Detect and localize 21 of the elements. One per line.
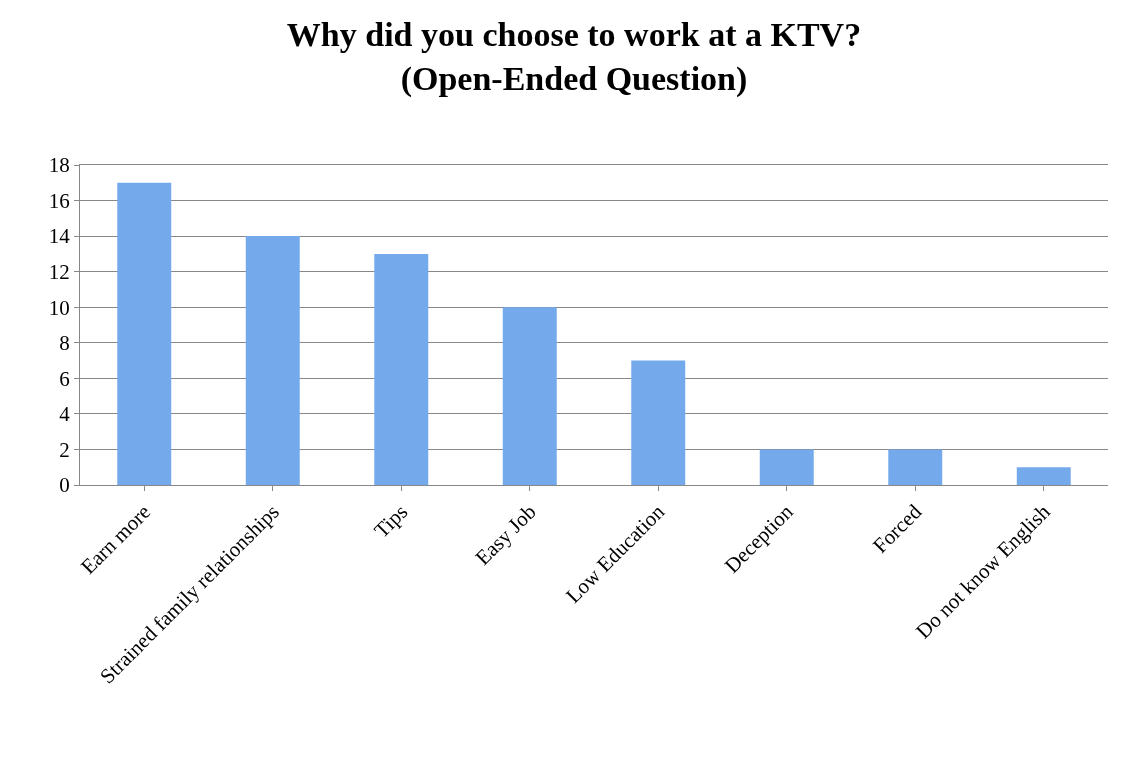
bar [374,253,429,485]
y-tick-label: 10 [48,295,70,320]
y-tick-label: 18 [48,153,70,178]
bar [759,449,814,485]
y-tick-label: 0 [59,473,70,498]
chart-title: Why did you choose to work at a KTV? (Open-Ended Question) [286,16,862,99]
bar [245,236,300,485]
y-tick-label: 6 [59,366,70,391]
y-tick-label: 2 [59,437,70,462]
y-tick-label: 4 [59,402,71,427]
y-tick-label: 16 [48,188,70,213]
bar [502,307,557,485]
x-tick-label: Easy Job [470,499,541,570]
bar [117,182,172,485]
bar [888,449,943,485]
y-tick-label: 12 [48,260,70,285]
x-tick-label: Tips [369,499,413,543]
bar [1016,467,1071,485]
y-tick-label: 8 [59,331,70,356]
y-tick-label: 14 [48,224,71,249]
bar [631,360,686,485]
